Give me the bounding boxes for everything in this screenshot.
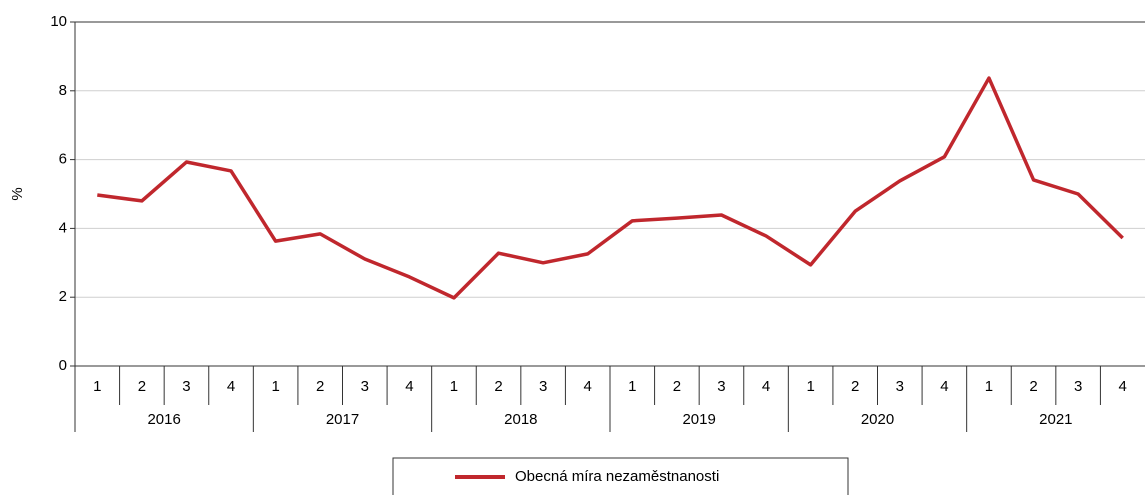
y-tick-label: 6 bbox=[59, 151, 67, 168]
x-tick-label: 2 bbox=[138, 378, 146, 395]
y-tick-label: 2 bbox=[59, 288, 67, 305]
x-tick-label: 4 bbox=[762, 378, 770, 395]
x-group-label: 2018 bbox=[504, 411, 537, 428]
y-axis-label: % bbox=[9, 187, 26, 200]
x-tick-label: 2 bbox=[851, 378, 859, 395]
x-tick-label: 1 bbox=[450, 378, 458, 395]
x-tick-label: 2 bbox=[494, 378, 502, 395]
y-tick-label: 8 bbox=[59, 82, 67, 99]
x-tick-label: 4 bbox=[584, 378, 592, 395]
legend-box bbox=[392, 457, 849, 495]
x-tick-label: 1 bbox=[628, 378, 636, 395]
x-tick-label: 3 bbox=[361, 378, 369, 395]
x-group-label: 2017 bbox=[326, 411, 359, 428]
x-tick-label: 4 bbox=[227, 378, 235, 395]
x-tick-label: 2 bbox=[316, 378, 324, 395]
x-group-label: 2021 bbox=[1039, 411, 1072, 428]
x-tick-label: 1 bbox=[93, 378, 101, 395]
x-tick-label: 4 bbox=[940, 378, 948, 395]
x-tick-label: 3 bbox=[1074, 378, 1082, 395]
x-tick-label: 3 bbox=[717, 378, 725, 395]
x-group-label: 2019 bbox=[682, 411, 715, 428]
legend-label: Obecná míra nezaměstnanosti bbox=[515, 468, 719, 485]
y-tick-label: 0 bbox=[59, 357, 67, 374]
x-group-label: 2016 bbox=[147, 411, 180, 428]
x-tick-label: 1 bbox=[271, 378, 279, 395]
x-group-label: 2020 bbox=[861, 411, 894, 428]
x-tick-label: 3 bbox=[182, 378, 190, 395]
x-tick-label: 1 bbox=[985, 378, 993, 395]
y-tick-label: 4 bbox=[59, 219, 67, 236]
x-tick-label: 3 bbox=[896, 378, 904, 395]
x-tick-label: 4 bbox=[1119, 378, 1127, 395]
x-tick-label: 3 bbox=[539, 378, 547, 395]
x-tick-label: 4 bbox=[405, 378, 413, 395]
x-tick-label: 2 bbox=[673, 378, 681, 395]
x-tick-label: 1 bbox=[806, 378, 814, 395]
y-tick-label: 10 bbox=[50, 13, 67, 30]
x-tick-label: 2 bbox=[1029, 378, 1037, 395]
data-line bbox=[97, 76, 1124, 300]
